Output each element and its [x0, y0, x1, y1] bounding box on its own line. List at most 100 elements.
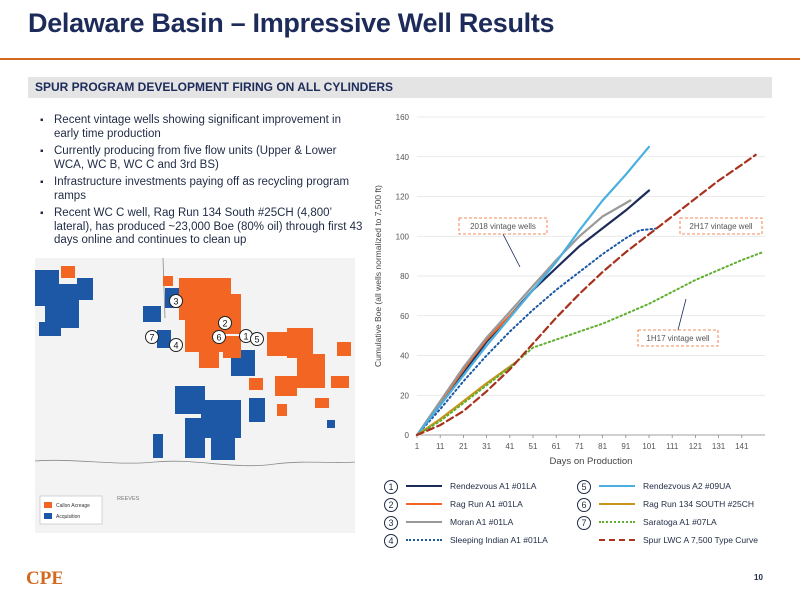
- title-divider: [0, 58, 800, 60]
- section-header-label: SPUR PROGRAM DEVELOPMENT FIRING ON ALL C…: [35, 80, 394, 94]
- svg-text:5: 5: [254, 335, 259, 345]
- legend-swatch: [406, 539, 442, 541]
- legend-swatch: [599, 485, 635, 487]
- legend-marker-number: 6: [577, 498, 591, 512]
- svg-text:7: 7: [149, 333, 154, 343]
- company-logo: CPE: [26, 568, 62, 589]
- page-title: Delaware Basin – Impressive Well Results: [28, 8, 555, 38]
- well-marker-6: 6: [212, 330, 226, 344]
- legend-acquisition-label: Acquisition: [56, 514, 80, 520]
- y-tick-label: 100: [396, 232, 410, 241]
- legend-label: Saratoga A1 #07LA: [643, 517, 717, 527]
- x-tick-label: 141: [735, 442, 749, 451]
- svg-text:1: 1: [243, 332, 248, 342]
- well-marker-5: 5: [250, 332, 264, 346]
- well-marker-2: 2: [218, 316, 232, 330]
- bullet-list: Recent vintage wells showing significant…: [40, 114, 365, 252]
- svg-text:4: 4: [173, 341, 178, 351]
- legend-marker-number: 5: [577, 480, 591, 494]
- y-tick-label: 120: [396, 193, 410, 202]
- svg-text:6: 6: [216, 333, 221, 343]
- x-tick-label: 111: [666, 442, 679, 451]
- legend-marker-number: 4: [384, 534, 398, 548]
- county-lines: [35, 258, 355, 467]
- svg-text:2018 vintage wells: 2018 vintage wells: [470, 222, 536, 231]
- legend-label: Moran A1 #01LA: [450, 517, 514, 527]
- map-legend: Callon Acreage Acquisition: [39, 495, 103, 525]
- acreage-map-graphic: Callon Acreage Acquisition REEVES 3 2 7 …: [35, 258, 355, 525]
- bullet-item: Recent vintage wells showing significant…: [40, 114, 365, 141]
- x-tick-label: 41: [505, 442, 514, 451]
- acreage-map: Callon Acreage Acquisition REEVES 3 2 7 …: [35, 258, 355, 533]
- legend-swatch: [599, 521, 635, 523]
- chart-gridlines: [417, 116, 765, 436]
- x-tick-label: 51: [529, 442, 538, 451]
- well-marker-4: 4: [169, 338, 183, 352]
- x-tick-label: 91: [621, 442, 630, 451]
- annotation-3: 1H17 vintage well: [637, 298, 719, 347]
- y-tick-label: 60: [400, 312, 409, 321]
- legend-swatch: [599, 539, 635, 541]
- y-tick-label: 40: [400, 352, 409, 361]
- series-line-4: [416, 227, 660, 436]
- well-markers: 3 2 7 6 1 5 4: [145, 294, 264, 352]
- bullet-item: Infrastructure investments paying off as…: [40, 176, 365, 203]
- y-axis-title: Cumulative Boe (all wells normalized to …: [373, 185, 383, 367]
- svg-text:1H17 vintage well: 1H17 vintage well: [646, 334, 709, 343]
- svg-text:2H17 vintage well: 2H17 vintage well: [689, 222, 752, 231]
- chart-annotations: 2018 vintage wells 2H17 vintage well 1H17 …: [458, 217, 763, 347]
- county-label: REEVES: [117, 496, 140, 502]
- page-number: 10: [754, 573, 763, 582]
- bullet-item: Recent WC C well, Rag Run 134 South #25C…: [40, 207, 365, 248]
- svg-text:CPE: CPE: [26, 568, 62, 589]
- legend-label: Spur LWC A 7,500 Type Curve: [643, 535, 758, 545]
- legend-swatch: [599, 503, 635, 505]
- legend-label: Rag Run A1 #01LA: [450, 499, 523, 509]
- y-tick-label: 0: [405, 431, 410, 440]
- svg-text:3: 3: [173, 297, 178, 307]
- y-tick-label: 20: [400, 391, 409, 400]
- legend-marker-number: 7: [577, 516, 591, 530]
- well-marker-7: 7: [145, 330, 159, 344]
- legend-marker-number: 1: [384, 480, 398, 494]
- y-tick-label: 80: [400, 272, 409, 281]
- annotation-2: 2H17 vintage well: [679, 217, 763, 235]
- x-tick-label: 11: [436, 442, 445, 451]
- series-line-7: [416, 251, 764, 436]
- x-tick-label: 21: [459, 442, 468, 451]
- series-line-6: [415, 362, 516, 437]
- series-line-3: [415, 199, 632, 437]
- x-tick-label: 131: [712, 442, 726, 451]
- x-tick-label: 101: [642, 442, 656, 451]
- bullet-item: Currently producing from five flow units…: [40, 145, 365, 172]
- x-axis-title: Days on Production: [550, 456, 633, 467]
- x-tick-label: 81: [598, 442, 607, 451]
- legend-marker-number: 2: [384, 498, 398, 512]
- y-tick-label: 160: [396, 113, 410, 122]
- series-line-8: [415, 153, 757, 437]
- callon-acreage: [61, 266, 351, 416]
- well-marker-3: 3: [169, 294, 183, 308]
- x-tick-label: 71: [575, 442, 584, 451]
- y-tick-label: 140: [396, 153, 410, 162]
- legend-marker-number: 3: [384, 516, 398, 530]
- legend-label: Sleeping Indian A1 #01LA: [450, 535, 548, 545]
- section-header: SPUR PROGRAM DEVELOPMENT FIRING ON ALL C…: [28, 77, 772, 98]
- legend-label: Rendezvous A2 #09UA: [643, 481, 731, 491]
- series-line-5: [415, 145, 651, 437]
- legend-swatch: [406, 503, 442, 505]
- chart-series: [415, 145, 764, 437]
- legend-callon-label: Callon Acreage: [56, 503, 90, 509]
- annotation-1: 2018 vintage wells: [458, 217, 548, 268]
- x-tick-label: 61: [552, 442, 561, 451]
- x-tick-label: 1: [415, 442, 420, 451]
- x-tick-label: 31: [482, 442, 491, 451]
- legend-label: Rendezvous A1 #01LA: [450, 481, 537, 491]
- legend-swatch: [406, 485, 442, 487]
- legend-swatch: [406, 521, 442, 523]
- x-tick-label: 121: [689, 442, 703, 451]
- svg-text:2: 2: [222, 319, 227, 329]
- legend-label: Rag Run 134 SOUTH #25CH: [643, 499, 755, 509]
